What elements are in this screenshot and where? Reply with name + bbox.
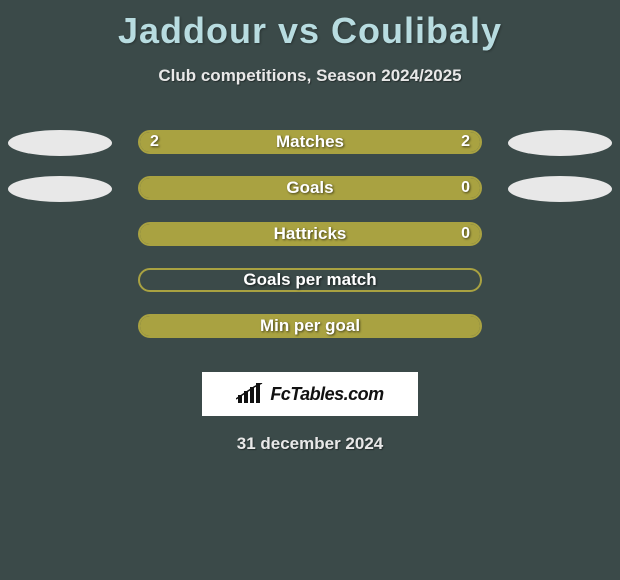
stat-bar-left [140, 316, 480, 336]
stat-bar [138, 222, 482, 246]
player-ellipse-left [8, 130, 112, 156]
stat-row: Hattricks0 [0, 214, 620, 260]
stat-row: Goals per match [0, 260, 620, 306]
stats-container: Matches22Goals0Hattricks0Goals per match… [0, 122, 620, 352]
player-ellipse-right [508, 130, 612, 156]
stat-bar [138, 130, 482, 154]
stat-bar [138, 268, 482, 292]
stat-bar [138, 176, 482, 200]
brand-text: FcTables.com [270, 384, 383, 405]
page-subtitle: Club competitions, Season 2024/2025 [0, 66, 620, 86]
page-title: Jaddour vs Coulibaly [0, 0, 620, 52]
stat-bar-right [310, 132, 480, 152]
stat-row: Goals0 [0, 168, 620, 214]
date-label: 31 december 2024 [0, 434, 620, 454]
brand-badge: FcTables.com [202, 372, 418, 416]
stat-bar [138, 314, 482, 338]
stat-row: Matches22 [0, 122, 620, 168]
stat-bar-left [140, 224, 480, 244]
player-ellipse-right [508, 176, 612, 202]
stat-bar-left [140, 178, 480, 198]
stat-row: Min per goal [0, 306, 620, 352]
chart-icon [236, 383, 264, 405]
stat-bar-left [140, 132, 310, 152]
player-ellipse-left [8, 176, 112, 202]
